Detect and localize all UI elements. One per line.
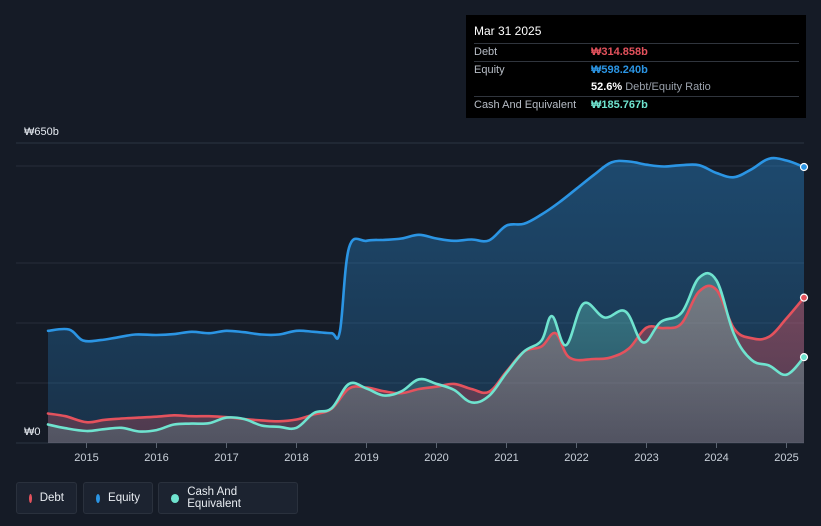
series-line-equity [46,156,806,343]
tooltip-debt-label: Debt [474,46,498,58]
series-end-marker-cash [799,353,809,362]
legend-dot-debt [29,493,32,503]
legend-label-debt: Debt [39,492,64,504]
legend-dot-equity [96,493,101,503]
legend-dot-cash [171,493,180,503]
tooltip-equity-label: Equity [474,64,505,76]
x-tick-label: 2017 [214,452,238,464]
x-tick-label: 2020 [424,452,448,464]
x-tick-label: 2022 [564,452,588,464]
tooltip-debt-row: Debt ₩314.858b [474,43,799,61]
tooltip-panel: Mar 31 2025 Debt ₩314.858b Equity ₩598.2… [466,15,806,118]
tooltip-cash-row: Cash And Equivalent ₩185.767b [474,96,799,114]
tooltip-date: Mar 31 2025 [474,24,542,38]
tooltip-cash-label: Cash And Equivalent [474,99,577,111]
tooltip-ratio-label: Debt/Equity Ratio [625,81,711,93]
x-tick-label: 2015 [74,452,98,464]
x-tick-label: 2025 [774,452,798,464]
y-axis-top-label: ₩650b [24,126,59,138]
tooltip-cash-value: ₩185.767b [591,99,648,111]
x-tick-label: 2019 [354,452,378,464]
x-tick-label: 2021 [494,452,518,464]
y-axis-bottom-label: ₩0 [24,426,41,438]
legend-item-cash[interactable]: Cash And Equivalent [158,482,298,514]
tooltip-ratio-value: 52.6% [591,81,623,93]
legend-item-debt[interactable]: Debt [16,482,77,514]
x-tick-label: 2016 [144,452,168,464]
tooltip-equity-value: ₩598.240b [591,64,648,76]
legend-label-cash: Cash And Equivalent [187,486,241,510]
series-end-marker-equity [799,162,809,172]
legend-item-equity[interactable]: Equity [83,482,153,514]
x-tick-label: 2018 [284,452,308,464]
series-line-debt [46,284,806,424]
legend-label-equity: Equity [108,492,140,504]
tooltip-equity-row: Equity ₩598.240b [474,61,799,79]
tooltip-ratio-row: 52.6% Debt/Equity Ratio [474,79,799,96]
series-area-cash [48,273,804,443]
x-tick-label: 2024 [704,452,728,464]
tooltip-debt-value: ₩314.858b [591,46,648,58]
series-line-cash [46,271,806,433]
series-end-marker-debt [799,293,809,302]
x-tick-label: 2023 [634,452,658,464]
